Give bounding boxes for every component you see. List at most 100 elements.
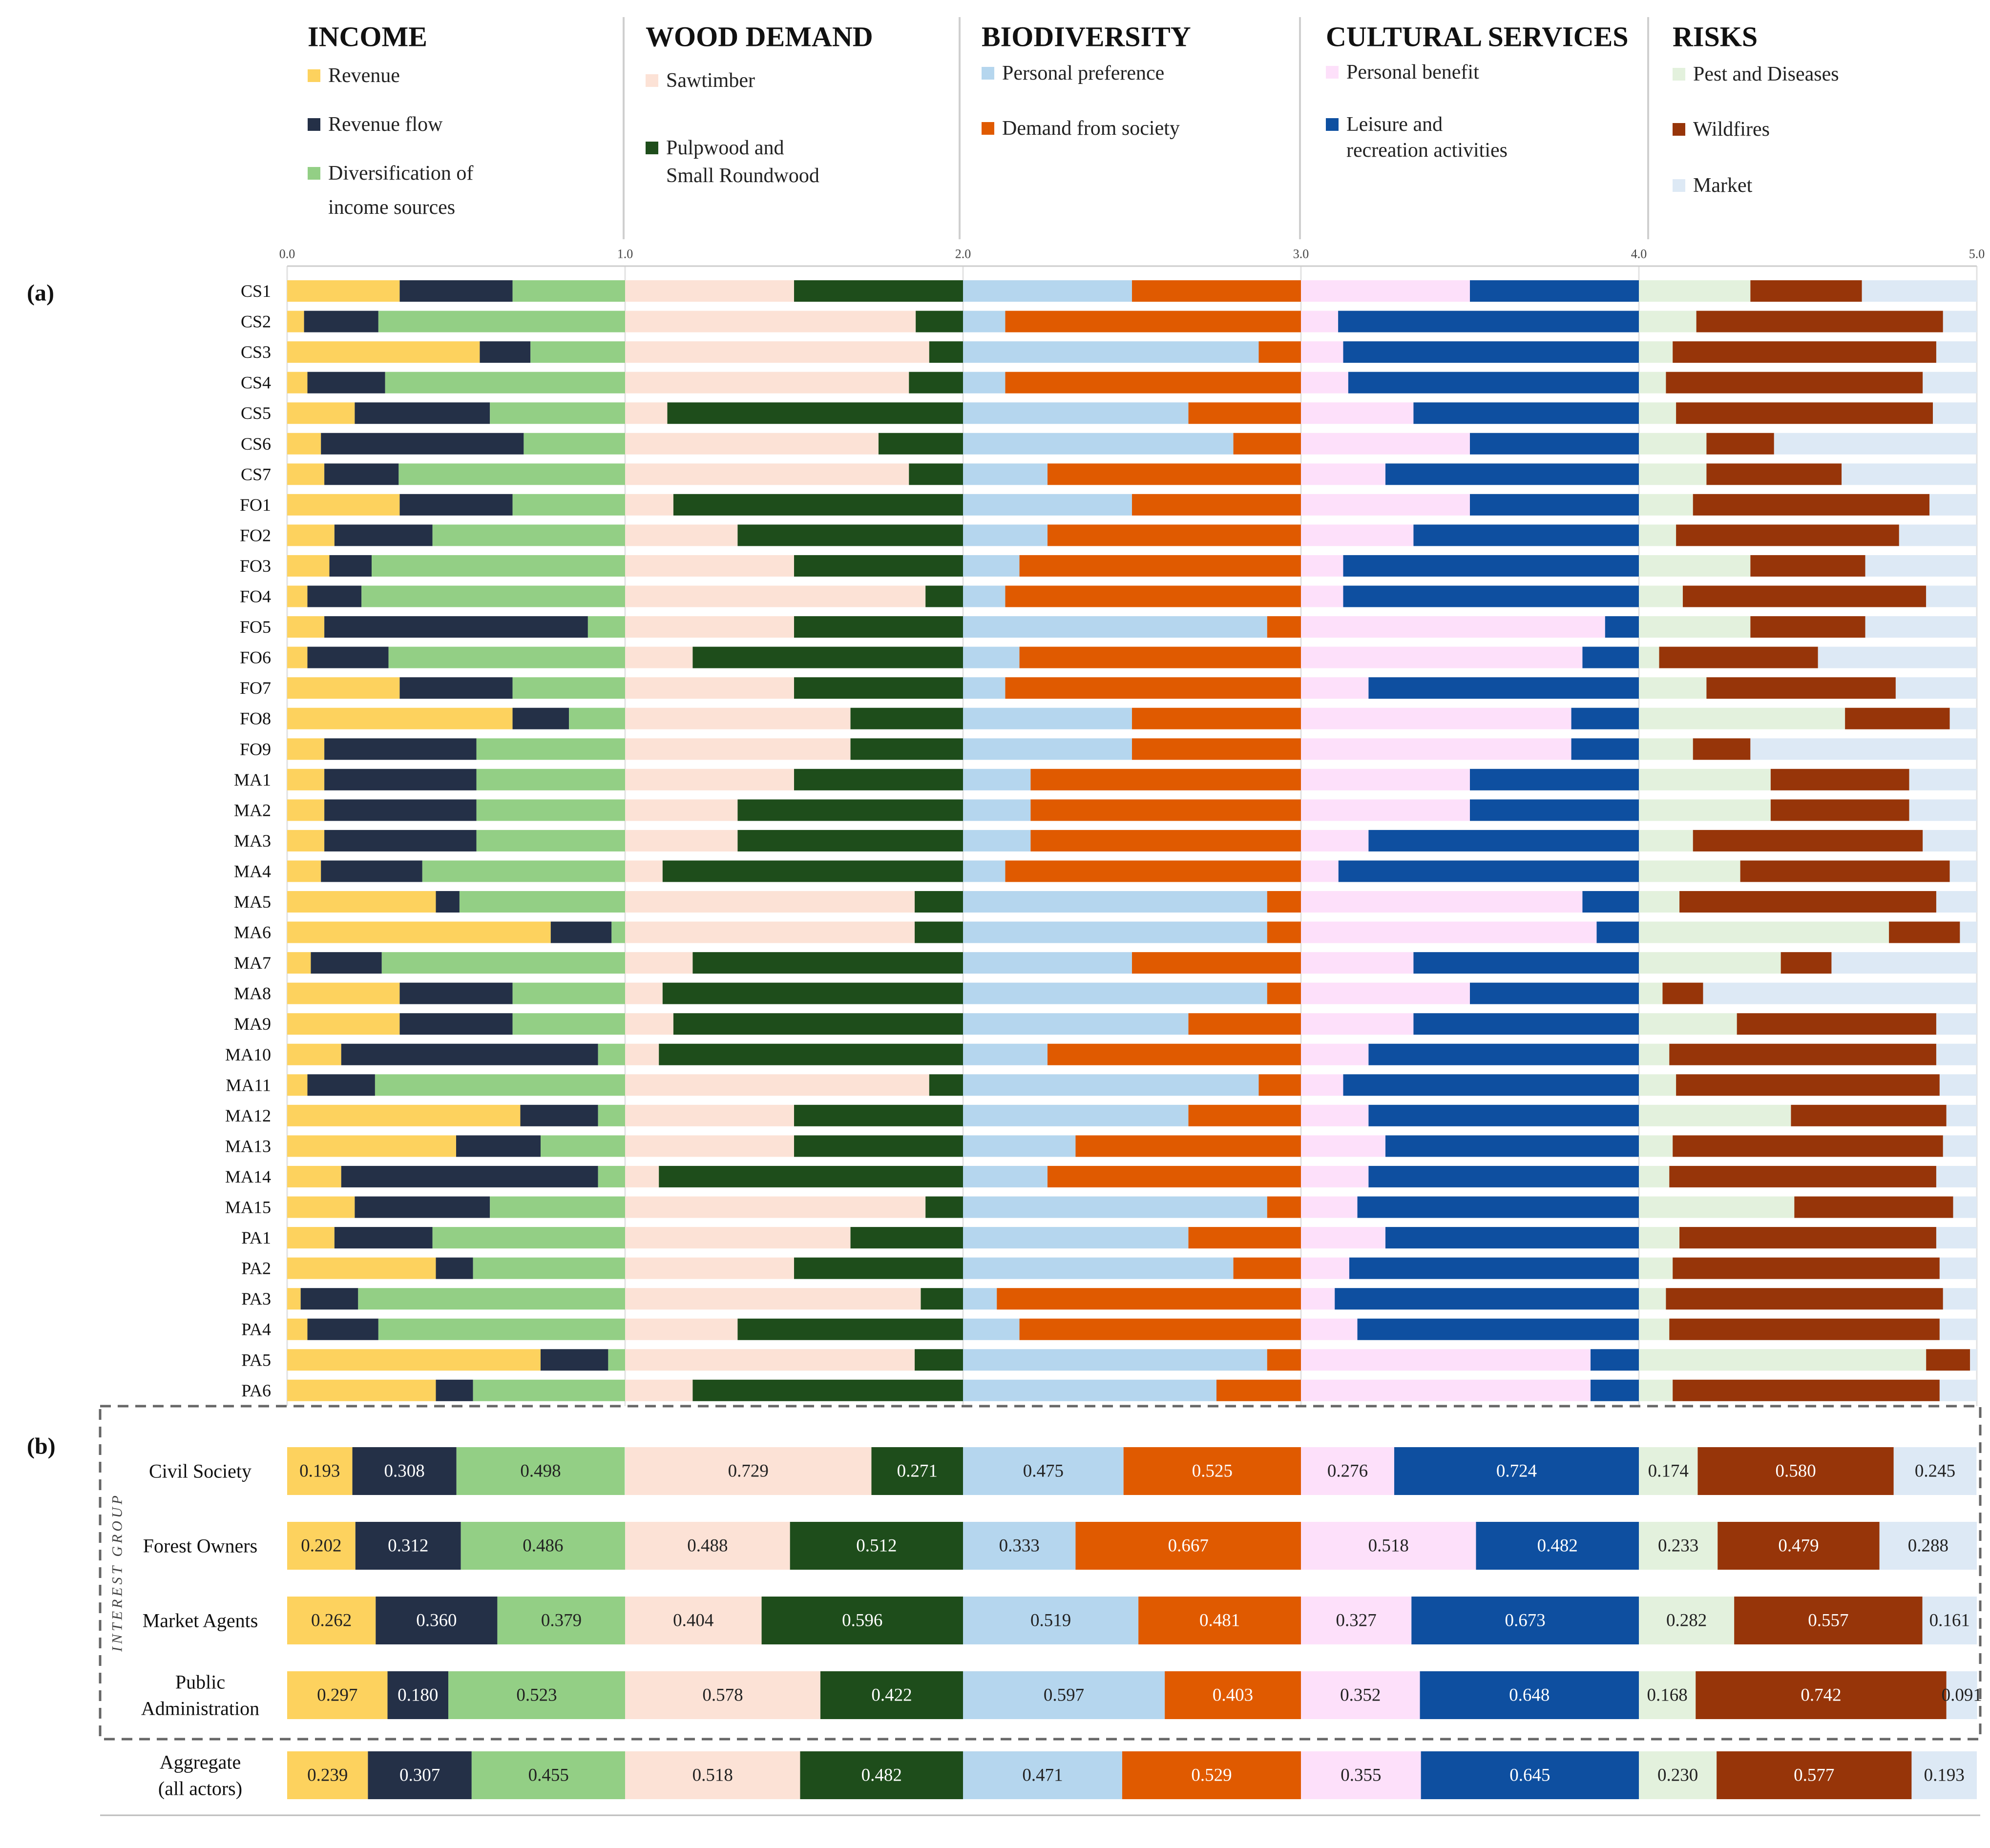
group-bar-civil-society-income-revenue bbox=[287, 1447, 353, 1495]
bar-cs7-risks-wildfires bbox=[1706, 463, 1842, 485]
group-bar-market-agents-cultural-services-leisure-and-recreation-activities bbox=[1411, 1597, 1639, 1644]
group-bar-civil-society-wood-demand-sawtimber bbox=[625, 1447, 872, 1495]
group-bar-market-agents-cultural-services-personal-benefit bbox=[1301, 1597, 1412, 1644]
bar-cs6-wood-demand-pulpwood-and-small-roundwood bbox=[879, 433, 963, 455]
bar-ma4-cultural-services-leisure-and-recreation-activities bbox=[1338, 860, 1639, 882]
bar-cs3-risks-wildfires bbox=[1673, 341, 1936, 363]
bar-ma12-biodiversity-personal-preference bbox=[963, 1104, 1189, 1126]
bar-ma6-risks-market bbox=[1960, 921, 1977, 943]
group-value-civil-society-cultural-services-personal-benefit: 0.276 bbox=[1327, 1461, 1368, 1481]
group-bar-aggregate-all-actors-risks-wildfires bbox=[1717, 1751, 1912, 1799]
bar-fo8-risks-market bbox=[1949, 707, 1977, 729]
group-value-market-agents-wood-demand-pulpwood-and-small-roundwood: 0.596 bbox=[842, 1611, 882, 1631]
bar-ma2-income-diversification-of-income-sources bbox=[476, 799, 625, 821]
group-value-aggregate-all-actors-cultural-services-leisure-and-recreation-activities: 0.645 bbox=[1509, 1765, 1550, 1786]
bar-ma11-wood-demand-sawtimber bbox=[625, 1074, 929, 1096]
group-value-public-administration-wood-demand-sawtimber: 0.578 bbox=[702, 1685, 743, 1705]
group-value-forest-owners-income-revenue-flow: 0.312 bbox=[388, 1536, 428, 1556]
actor-label-cs7: CS7 bbox=[241, 464, 271, 484]
group-bar-market-agents-biodiversity-demand-from-society bbox=[1138, 1597, 1301, 1644]
bar-cs1-wood-demand-sawtimber bbox=[625, 280, 794, 302]
bar-pa5-risks-market bbox=[1970, 1349, 1977, 1371]
group-value-market-agents-income-revenue-flow: 0.360 bbox=[416, 1611, 457, 1631]
group-bar-aggregate-all-actors-wood-demand-pulpwood-and-small-roundwood bbox=[800, 1751, 963, 1799]
group-bar-civil-society-wood-demand-pulpwood-and-small-roundwood bbox=[871, 1447, 963, 1495]
bar-ma2-risks-pest-and-diseases bbox=[1639, 799, 1771, 821]
bar-fo4-cultural-services-leisure-and-recreation-activities bbox=[1343, 585, 1639, 607]
bar-pa2-income-diversification-of-income-sources bbox=[473, 1257, 625, 1279]
bar-fo9-cultural-services-personal-benefit bbox=[1301, 738, 1571, 760]
bar-cs5-cultural-services-personal-benefit bbox=[1301, 402, 1414, 424]
bar-fo3-income-diversification-of-income-sources bbox=[372, 555, 625, 577]
group-bar-aggregate-all-actors-risks-market bbox=[1911, 1751, 1977, 1799]
bar-fo7-income-diversification-of-income-sources bbox=[512, 677, 625, 699]
bar-cs3-income-diversification-of-income-sources bbox=[530, 341, 625, 363]
bar-pa5-cultural-services-leisure-and-recreation-activities bbox=[1591, 1349, 1639, 1371]
bar-cs5-risks-market bbox=[1933, 402, 1977, 424]
bar-cs2-cultural-services-personal-benefit bbox=[1301, 311, 1339, 332]
group-bar-market-agents-income-revenue-flow bbox=[376, 1597, 498, 1644]
group-bar-forest-owners-biodiversity-demand-from-society bbox=[1075, 1522, 1301, 1570]
bar-ma2-risks-market bbox=[1909, 799, 1977, 821]
group-value-civil-society-cultural-services-leisure-and-recreation-activities: 0.724 bbox=[1496, 1461, 1537, 1481]
bar-ma5-income-revenue bbox=[287, 891, 436, 913]
bar-cs4-income-revenue-flow bbox=[307, 372, 385, 394]
bar-fo2-biodiversity-demand-from-society bbox=[1047, 524, 1301, 546]
legend-label-personal-preference: Personal preference bbox=[1002, 62, 1164, 84]
group-label-public-administration-line1: Public bbox=[175, 1671, 225, 1693]
bar-ma4-risks-pest-and-diseases bbox=[1639, 860, 1740, 882]
actor-label-ma9: MA9 bbox=[234, 1014, 271, 1034]
bar-ma8-risks-wildfires bbox=[1662, 982, 1703, 1004]
bar-pa3-risks-wildfires bbox=[1666, 1288, 1943, 1310]
bar-ma9-biodiversity-demand-from-society bbox=[1188, 1013, 1301, 1035]
bar-pa4-income-revenue bbox=[287, 1318, 308, 1340]
bar-ma8-wood-demand-pulpwood-and-small-roundwood bbox=[662, 982, 963, 1004]
bar-pa1-cultural-services-personal-benefit bbox=[1301, 1227, 1385, 1249]
bar-cs4-wood-demand-pulpwood-and-small-roundwood bbox=[909, 372, 963, 394]
actor-label-pa1: PA1 bbox=[241, 1228, 271, 1247]
bar-ma4-wood-demand-sawtimber bbox=[625, 860, 663, 882]
bar-pa2-wood-demand-pulpwood-and-small-roundwood bbox=[794, 1257, 963, 1279]
bar-ma13-income-revenue-flow bbox=[456, 1135, 541, 1157]
bar-fo7-income-revenue-flow bbox=[399, 677, 513, 699]
legend-swatch-sawtimber bbox=[646, 74, 658, 87]
bar-ma1-biodiversity-personal-preference bbox=[963, 768, 1031, 790]
legend-label-demand-from-society: Demand from society bbox=[1002, 117, 1180, 140]
bar-fo5-cultural-services-personal-benefit bbox=[1301, 616, 1605, 638]
actor-label-cs5: CS5 bbox=[241, 403, 271, 423]
bar-cs1-cultural-services-leisure-and-recreation-activities bbox=[1470, 280, 1639, 302]
actor-label-ma11: MA11 bbox=[226, 1075, 271, 1095]
bar-pa1-biodiversity-personal-preference bbox=[963, 1227, 1189, 1249]
bar-pa6-biodiversity-demand-from-society bbox=[1216, 1379, 1301, 1401]
bar-ma6-risks-wildfires bbox=[1889, 921, 1960, 943]
bar-cs1-biodiversity-personal-preference bbox=[963, 280, 1132, 302]
bar-ma15-biodiversity-demand-from-society bbox=[1267, 1196, 1301, 1218]
bar-cs4-wood-demand-sawtimber bbox=[625, 372, 909, 394]
bar-fo4-biodiversity-personal-preference bbox=[963, 585, 1005, 607]
bar-fo5-wood-demand-pulpwood-and-small-roundwood bbox=[794, 616, 963, 638]
bar-cs7-cultural-services-leisure-and-recreation-activities bbox=[1385, 463, 1639, 485]
bar-pa4-income-revenue-flow bbox=[307, 1318, 378, 1340]
bar-pa4-risks-wildfires bbox=[1669, 1318, 1940, 1340]
bar-cs5-income-revenue bbox=[287, 402, 355, 424]
group-value-civil-society-biodiversity-personal-preference: 0.475 bbox=[1023, 1461, 1064, 1481]
bar-fo8-cultural-services-personal-benefit bbox=[1301, 707, 1571, 729]
bar-ma3-cultural-services-leisure-and-recreation-activities bbox=[1368, 830, 1639, 851]
bar-ma7-income-revenue-flow bbox=[311, 952, 382, 974]
group-label-aggregate-all-actors-line2: (all actors) bbox=[158, 1778, 242, 1800]
bar-ma2-biodiversity-personal-preference bbox=[963, 799, 1031, 821]
legend-title-income: INCOME bbox=[308, 21, 427, 53]
bar-ma12-risks-pest-and-diseases bbox=[1639, 1104, 1791, 1126]
bar-fo7-risks-wildfires bbox=[1706, 677, 1896, 699]
bar-fo7-cultural-services-leisure-and-recreation-activities bbox=[1368, 677, 1639, 699]
legend-label-market: Market bbox=[1693, 174, 1753, 197]
group-bar-aggregate-all-actors-cultural-services-leisure-and-recreation-activities bbox=[1421, 1751, 1639, 1799]
bar-cs5-income-diversification-of-income-sources bbox=[490, 402, 625, 424]
group-bar-forest-owners-biodiversity-personal-preference bbox=[963, 1522, 1076, 1570]
bar-pa2-income-revenue bbox=[287, 1257, 436, 1279]
bar-cs3-cultural-services-leisure-and-recreation-activities bbox=[1343, 341, 1639, 363]
bar-cs3-cultural-services-personal-benefit bbox=[1301, 341, 1343, 363]
group-value-civil-society-wood-demand-pulpwood-and-small-roundwood: 0.271 bbox=[897, 1461, 938, 1481]
bar-fo5-cultural-services-leisure-and-recreation-activities bbox=[1605, 616, 1639, 638]
bar-ma2-income-revenue-flow bbox=[324, 799, 477, 821]
